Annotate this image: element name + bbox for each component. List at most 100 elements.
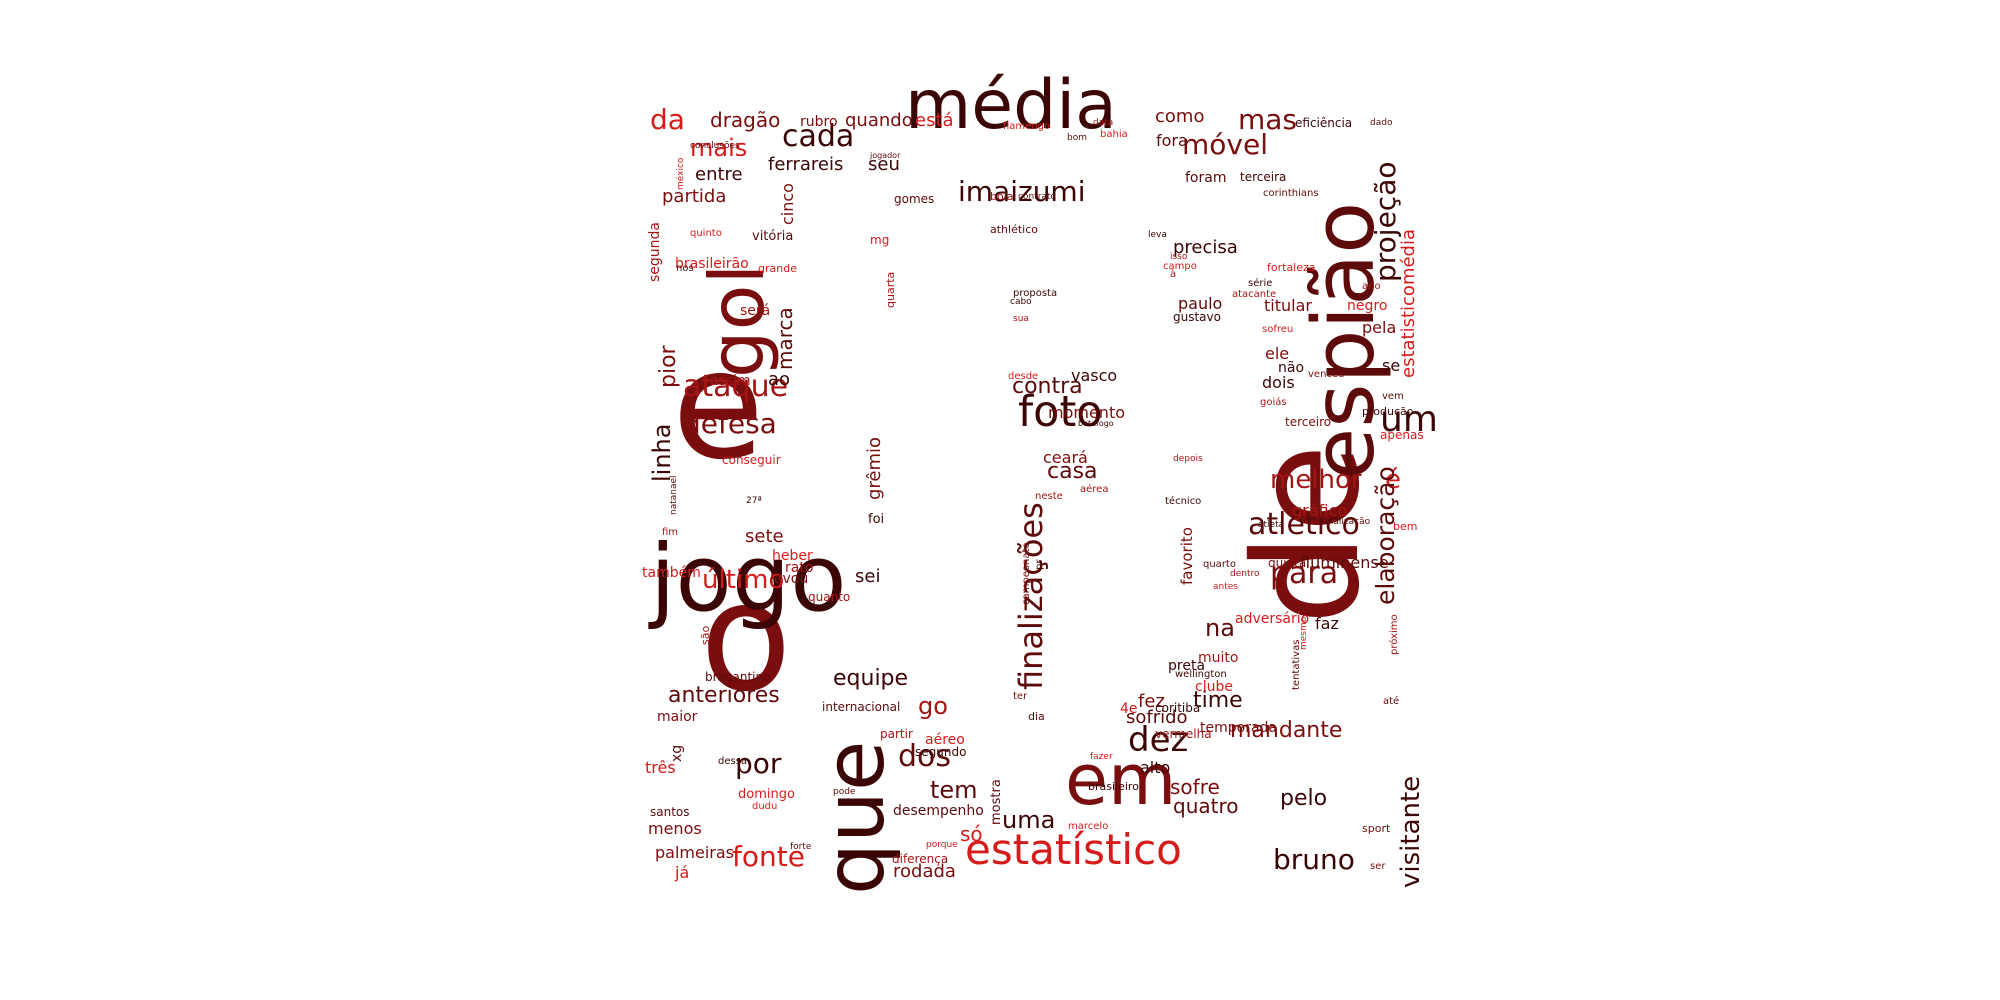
cloud-word: defesa [683,407,777,441]
cloud-word: levou [770,571,809,588]
cloud-word: móvel [1182,128,1268,162]
cloud-word: brasileiro [1088,780,1139,794]
cloud-word: pr [1034,559,1045,570]
cloud-word: para [1270,555,1339,591]
cloud-word: domingo [738,786,795,802]
cloud-word: sofrido [1126,706,1188,728]
cloud-word: dado [1370,117,1393,128]
cloud-word: são [699,625,712,645]
cloud-word: eficiência [1295,115,1353,130]
cloud-word: por [735,747,782,781]
cloud-word: ceará [1043,447,1088,467]
cloud-word: cada [782,118,855,154]
cloud-word: um [1380,398,1438,440]
cloud-word: gráfico [1292,500,1348,520]
cloud-word: adversário [1235,611,1310,628]
cloud-word: quinta [1268,555,1307,570]
cloud-word: pela [1362,317,1397,337]
cloud-word: que [808,740,903,895]
cloud-word: aérea [1080,484,1109,496]
cloud-word: conclusões [690,140,740,151]
cloud-word: ser [1370,861,1386,873]
cloud-word: linha [648,423,676,482]
cloud-word: dos [898,738,952,774]
cloud-word: sete [745,525,784,547]
cloud-word: favorito [1178,527,1196,585]
cloud-word: sei [855,565,881,587]
cloud-word: vem [1382,391,1404,403]
cloud-word: campeonato [1021,542,1032,606]
cloud-word: santos [650,804,690,819]
cloud-word: faz [1315,613,1339,633]
cloud-word: foram [1185,170,1227,187]
cloud-word: série [1248,278,1273,290]
cloud-word: assim [710,373,751,390]
cloud-word: melhor [1270,464,1362,495]
cloud-word: forte [790,841,812,852]
cloud-word: fazer [1090,751,1113,762]
cloud-word: ele [1265,343,1290,363]
cloud-word: mandante [1230,717,1343,743]
cloud-word: será [740,303,771,320]
cloud-word: desempenho [893,803,984,820]
cloud-word: porque [926,839,958,850]
cloud-word: fez [1138,690,1165,712]
cloud-word: data [1093,117,1114,128]
cloud-word: se [1382,355,1401,375]
cloud-word: vermelha [1155,726,1212,741]
cloud-word: clube [1195,679,1233,696]
cloud-word: jogo [650,525,847,633]
cloud-word: momento [1048,402,1126,422]
cloud-word: estatístico [965,825,1182,875]
cloud-word: fluminense [1300,552,1389,572]
cloud-word: contrato [1018,191,1056,202]
cloud-word: rato [785,560,814,577]
cloud-word: da [650,103,685,137]
cloud-word: sua [1013,313,1029,324]
cloud-word: quando [845,109,913,131]
cloud-word: visitante [1396,775,1426,888]
cloud-word: produção [1362,405,1414,419]
cloud-word: marca [773,307,797,370]
cloud-word: partir [880,726,913,741]
cloud-word: nos [676,263,694,275]
cloud-word: dois [1262,372,1295,392]
cloud-word: terceira [1240,169,1287,184]
cloud-word: menos [648,818,702,838]
cloud-word: fortaleza [1267,261,1316,275]
cloud-word: grêmio [864,436,885,500]
cloud-word: internacional [822,699,901,714]
cloud-word: está [915,109,954,131]
cloud-word: e [672,319,765,493]
cloud-word: leva [1148,229,1167,240]
cloud-word: bola [990,190,1014,204]
cloud-word: rubro [800,114,838,131]
cloud-word: finalização [1322,516,1371,527]
cloud-word: gol [693,263,781,378]
cloud-word: heber [772,548,813,565]
cloud-word: palmeiras [655,842,734,862]
cloud-word: cabo [1010,296,1032,307]
cloud-word: anteriores [668,682,780,708]
cloud-word: equipe [833,665,909,691]
cloud-word: bruno [1273,843,1355,877]
cloud-word: natanael [669,475,679,515]
cloud-word: último [702,564,785,595]
cloud-word: mostra [989,779,1004,825]
cloud-word: próximo [1389,614,1400,655]
cloud-word: atleta [1258,519,1285,530]
cloud-word: até [1383,696,1400,708]
cloud-word: vasco [1071,365,1118,385]
cloud-word: botafogo [1078,418,1114,428]
cloud-word: atlético [1248,506,1360,542]
cloud-word: proposta [1013,288,1058,300]
cloud-word: conseguir [722,452,781,467]
cloud-word: elaboração [1371,466,1400,605]
cloud-word: corinthians [1263,188,1319,200]
cloud-word: sofre [1170,775,1220,800]
cloud-word: é [1385,464,1401,495]
cloud-word: ano [1362,281,1381,293]
cloud-word: em [1065,739,1177,822]
cloud-word: neste [1035,491,1063,503]
cloud-word: venceu [1308,369,1345,381]
